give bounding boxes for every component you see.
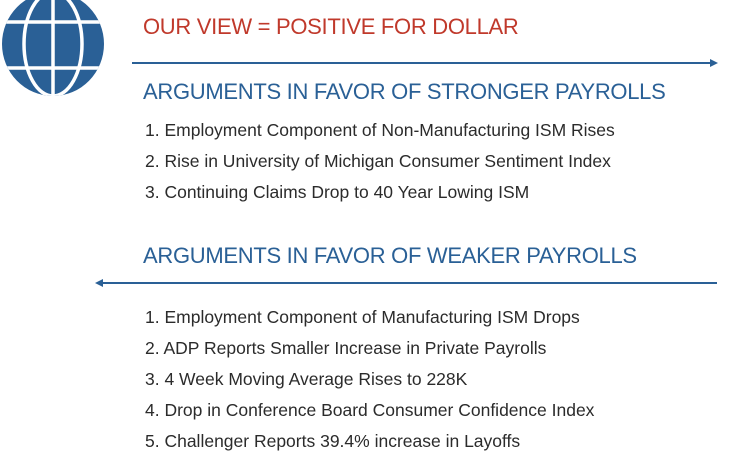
weaker-payrolls-heading: ARGUMENTS IN FAVOR OF WEAKER PAYROLLS bbox=[143, 243, 637, 268]
arrow-right-icon bbox=[132, 59, 718, 67]
page-title: OUR VIEW = POSITIVE FOR DOLLAR bbox=[143, 14, 519, 39]
list-item: 4. Drop in Conference Board Consumer Con… bbox=[145, 400, 595, 420]
stronger-payrolls-list: 1. Employment Component of Non-Manufactu… bbox=[145, 115, 615, 208]
list-item: 3. 4 Week Moving Average Rises to 228K bbox=[145, 369, 468, 389]
list-item: 2. ADP Reports Smaller Increase in Priva… bbox=[145, 338, 547, 358]
weaker-payrolls-list: 1. Employment Component of Manufacturing… bbox=[145, 302, 594, 457]
list-item: 1. Employment Component of Non-Manufactu… bbox=[145, 120, 615, 140]
list-item: 5. Challenger Reports 39.4% increase in … bbox=[145, 431, 521, 451]
globe-icon bbox=[2, 0, 104, 96]
stronger-payrolls-heading: ARGUMENTS IN FAVOR OF STRONGER PAYROLLS bbox=[143, 79, 666, 104]
list-item: 1. Employment Component of Manufacturing… bbox=[145, 307, 580, 327]
list-item: 3. Continuing Claims Drop to 40 Year Low… bbox=[145, 182, 530, 202]
arrow-left-icon bbox=[95, 279, 717, 287]
list-item: 2. Rise in University of Michigan Consum… bbox=[145, 151, 611, 171]
